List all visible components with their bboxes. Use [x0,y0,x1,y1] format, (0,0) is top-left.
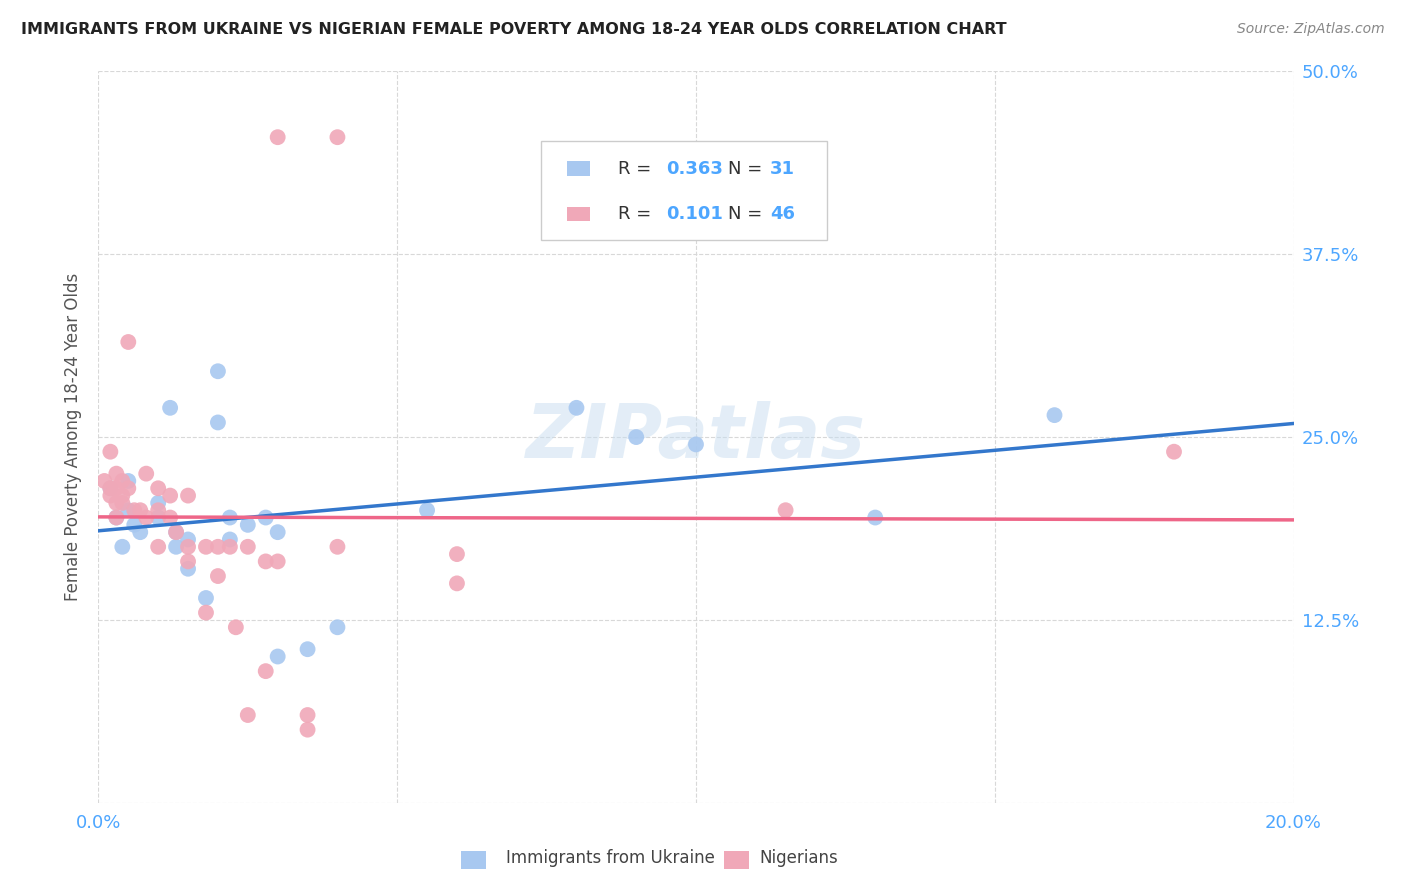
Point [93,474,115,488]
Point [1043,408,1066,422]
Text: 0.101: 0.101 [666,205,723,223]
FancyBboxPatch shape [567,161,589,176]
Point [124,503,146,517]
Point [267,649,290,664]
Point [165,540,187,554]
Point [177,554,200,568]
Text: Nigerians: Nigerians [759,849,838,867]
Text: R =: R = [619,160,657,178]
Point [177,489,200,503]
Point [565,401,588,415]
Point [195,591,218,605]
Point [219,510,242,524]
Point [159,510,181,524]
Point [267,554,290,568]
Point [105,481,128,495]
Text: 31: 31 [770,160,794,178]
Point [685,437,707,451]
Point [207,569,229,583]
Point [117,481,139,495]
Point [236,540,259,554]
Point [326,130,349,145]
Point [1163,444,1185,458]
Point [297,723,319,737]
Point [225,620,247,634]
Point [297,642,319,657]
Point [446,547,468,561]
Point [148,540,170,554]
Point [416,503,439,517]
Point [195,540,218,554]
Point [219,540,242,554]
FancyBboxPatch shape [567,207,589,221]
Point [326,540,349,554]
Point [159,401,181,415]
Point [177,562,200,576]
Point [775,503,797,517]
Point [105,467,128,481]
Point [297,708,319,723]
Point [326,620,349,634]
Point [117,334,139,349]
Point [135,510,157,524]
Point [98,489,122,503]
Point [207,540,229,554]
Point [159,489,181,503]
Point [148,481,170,495]
Point [148,503,170,517]
Point [219,533,242,547]
Point [236,517,259,532]
Text: 46: 46 [770,205,794,223]
Text: 0.363: 0.363 [666,160,723,178]
Text: Source: ZipAtlas.com: Source: ZipAtlas.com [1237,22,1385,37]
Point [111,474,134,488]
Point [177,540,200,554]
Point [98,444,122,458]
Point [98,481,122,495]
FancyBboxPatch shape [541,141,827,240]
Text: N =: N = [728,205,768,223]
Point [865,510,887,524]
Point [135,467,157,481]
Point [124,517,146,532]
Point [105,510,128,524]
Point [98,481,122,495]
Text: IMMIGRANTS FROM UKRAINE VS NIGERIAN FEMALE POVERTY AMONG 18-24 YEAR OLDS CORRELA: IMMIGRANTS FROM UKRAINE VS NIGERIAN FEMA… [21,22,1007,37]
Point [111,489,134,503]
Point [165,525,187,540]
Point [129,525,152,540]
Point [111,496,134,510]
Point [105,496,128,510]
Point [236,708,259,723]
Point [254,664,277,678]
Point [111,540,134,554]
Point [105,510,128,524]
Text: ZIPatlas: ZIPatlas [526,401,866,474]
Text: R =: R = [619,205,657,223]
Point [117,503,139,517]
Point [148,496,170,510]
Point [446,576,468,591]
Point [207,416,229,430]
Point [267,525,290,540]
Text: Immigrants from Ukraine: Immigrants from Ukraine [506,849,716,867]
Point [148,510,170,524]
Y-axis label: Female Poverty Among 18-24 Year Olds: Female Poverty Among 18-24 Year Olds [65,273,83,601]
Point [626,430,648,444]
Point [177,533,200,547]
Point [267,130,290,145]
Point [129,503,152,517]
Point [117,474,139,488]
Point [254,554,277,568]
Point [195,606,218,620]
Point [207,364,229,378]
Point [254,510,277,524]
Text: N =: N = [728,160,768,178]
Point [165,525,187,540]
